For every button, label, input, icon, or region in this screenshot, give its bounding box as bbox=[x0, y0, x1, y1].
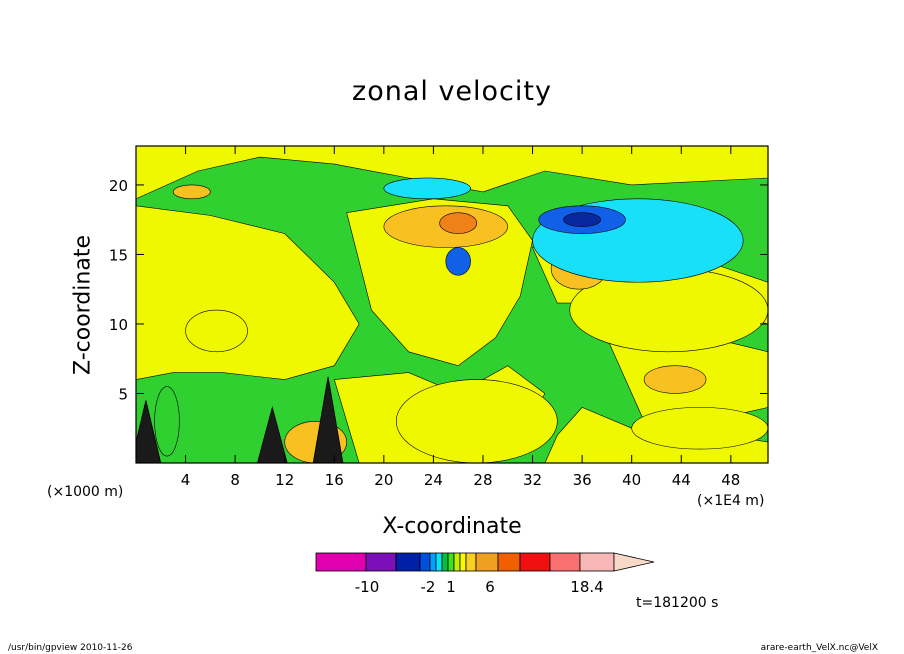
colorbar-swatch-12 bbox=[497, 552, 521, 572]
x-tick-label-9: 40 bbox=[622, 471, 641, 489]
colorbar-swatch-15 bbox=[579, 552, 615, 572]
x-tick-label-1: 8 bbox=[230, 471, 240, 489]
y-tick-label-3: 20 bbox=[109, 177, 128, 195]
plot-frame bbox=[135, 145, 769, 464]
x-axis-unit-label: (×1000 m) bbox=[47, 484, 124, 500]
x-tick-label-3: 16 bbox=[325, 471, 344, 489]
colorbar-swatch-13 bbox=[519, 552, 551, 572]
colorbar-swatch-8 bbox=[453, 552, 461, 572]
y-tick-label-0: 5 bbox=[118, 385, 128, 403]
x-tick-label-0: 4 bbox=[181, 471, 191, 489]
field-region-2 bbox=[395, 379, 558, 463]
colorbar-swatch-1 bbox=[365, 552, 397, 572]
field-spike-0 bbox=[136, 400, 162, 463]
colorbar-label-4: 18.4 bbox=[570, 578, 603, 596]
field-region-7 bbox=[439, 212, 478, 234]
field-spike-1 bbox=[257, 405, 288, 463]
colorbar-swatch-2 bbox=[395, 552, 421, 572]
x-tick-label-2: 12 bbox=[275, 471, 294, 489]
field-region-5 bbox=[172, 184, 211, 200]
colorbar-swatch-4 bbox=[429, 552, 437, 572]
x-axis-scale-label: (×1E4 m) bbox=[697, 493, 765, 509]
footer-left: /usr/bin/gpview 2010-11-26 bbox=[8, 643, 133, 653]
x-tick-label-8: 36 bbox=[573, 471, 592, 489]
colorbar-label-0: -10 bbox=[355, 578, 380, 596]
colorbar-swatch-11 bbox=[475, 552, 499, 572]
chart-title: zonal velocity bbox=[352, 76, 552, 107]
colorbar-swatch-7 bbox=[447, 552, 455, 572]
x-tick-label-4: 20 bbox=[374, 471, 393, 489]
y-tick-label-1: 10 bbox=[109, 316, 128, 334]
x-tick-label-6: 28 bbox=[473, 471, 492, 489]
time-label: t=181200 s bbox=[636, 595, 719, 611]
field-region-1 bbox=[185, 309, 248, 353]
colorbar-swatch-5 bbox=[435, 552, 443, 572]
footer-right: arare-earth_VelX.nc@VelX bbox=[760, 643, 878, 653]
colorbar-label-2: 1 bbox=[446, 578, 456, 596]
colorbar-swatch-3 bbox=[419, 552, 431, 572]
colorbar-swatch-10 bbox=[465, 552, 477, 572]
x-axis-label: X-coordinate bbox=[382, 514, 522, 539]
x-tick-label-7: 32 bbox=[523, 471, 542, 489]
x-tick-label-10: 44 bbox=[672, 471, 691, 489]
y-tick-label-2: 15 bbox=[109, 246, 128, 264]
colorbar-swatch-6 bbox=[441, 552, 449, 572]
colorbar-label-3: 6 bbox=[485, 578, 495, 596]
colorbar-swatch-14 bbox=[549, 552, 581, 572]
x-tick-label-11: 48 bbox=[721, 471, 740, 489]
field-region-9 bbox=[643, 365, 707, 394]
field-spike-2 bbox=[312, 376, 344, 463]
colorbar-swatch-9 bbox=[459, 552, 467, 572]
field-region-0 bbox=[154, 386, 180, 457]
colorbar-label-1: -2 bbox=[421, 578, 436, 596]
field-band-5 bbox=[544, 330, 768, 463]
x-tick-label-5: 24 bbox=[424, 471, 443, 489]
field-region-4 bbox=[631, 407, 768, 450]
field-region-13 bbox=[563, 212, 602, 227]
colorbar-arrow bbox=[613, 552, 655, 572]
field-region-15 bbox=[445, 247, 471, 276]
field-region-14 bbox=[383, 177, 471, 200]
colorbar-swatch-0 bbox=[315, 552, 367, 572]
